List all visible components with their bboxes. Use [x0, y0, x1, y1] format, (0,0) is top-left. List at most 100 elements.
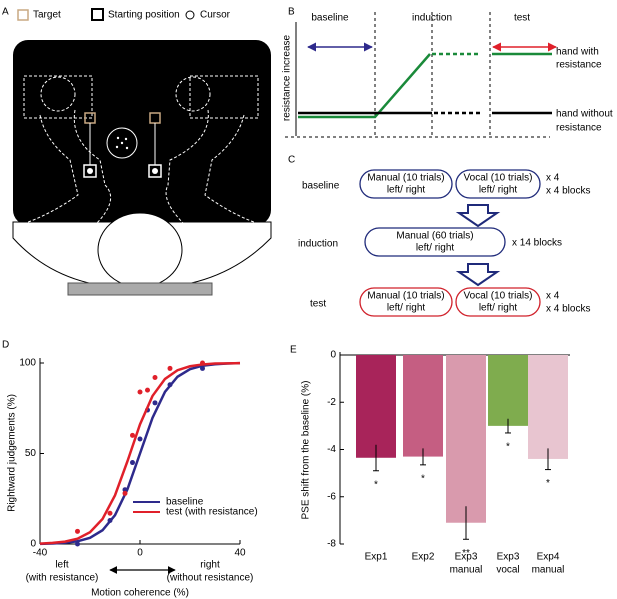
bar — [403, 355, 443, 457]
y-tick-label: -8 — [327, 539, 336, 550]
annotation: (without resistance) — [167, 573, 254, 584]
data-point — [137, 389, 143, 395]
y-axis-label: resistance increase — [282, 34, 293, 121]
left-arm — [19, 114, 79, 226]
box-text: left/ right — [387, 185, 426, 196]
data-point — [167, 382, 173, 388]
line-label: hand without — [556, 109, 613, 120]
dot — [116, 136, 120, 140]
data-point — [137, 436, 143, 442]
head — [97, 212, 183, 288]
bar — [528, 355, 568, 459]
y-tick-label: 100 — [19, 358, 36, 369]
right-arm-inner — [165, 109, 209, 226]
data-point — [152, 374, 158, 380]
data-point — [130, 460, 135, 466]
flow-arrow — [455, 263, 501, 287]
fit-curve — [39, 361, 241, 545]
cursor-icon — [185, 10, 195, 20]
data-point — [145, 387, 150, 393]
line-label: hand with — [556, 47, 599, 58]
y-tick-label: 0 — [330, 350, 336, 361]
significance: ** — [462, 548, 470, 559]
significance: * — [421, 473, 425, 484]
trial-box — [455, 169, 541, 199]
legend-label: baseline — [166, 497, 204, 508]
panel-label: E — [290, 345, 297, 356]
trial-box — [359, 169, 453, 199]
x-tick-label: Exp2 — [412, 552, 435, 563]
row-label: induction — [298, 239, 338, 250]
with-resistance-line — [298, 53, 431, 119]
row-label: test — [310, 299, 326, 310]
panel-label: C — [288, 155, 295, 166]
trial-box — [359, 287, 453, 317]
right-arm — [204, 114, 263, 226]
significance: * — [546, 478, 550, 489]
panel-label: B — [288, 7, 295, 18]
repeat-label: x 14 blocks — [512, 238, 562, 249]
row-label: baseline — [302, 181, 340, 192]
significance: * — [374, 479, 378, 490]
dot — [120, 141, 124, 145]
panel-a-drawing — [12, 8, 272, 296]
y-tick-label: 0 — [30, 539, 36, 550]
box-text: Vocal (10 trials) — [464, 173, 533, 184]
box-text: left/ right — [479, 303, 518, 314]
y-tick-label: -2 — [327, 397, 336, 408]
x-tick-label: Exp3 — [455, 552, 478, 563]
right-hand-ring — [175, 76, 211, 112]
line-label: resistance — [556, 60, 602, 71]
phase-label: baseline — [311, 13, 349, 24]
box-text: Manual (10 trials) — [367, 173, 444, 184]
x-tick-label: Exp4 — [537, 552, 560, 563]
arm-outlines — [19, 75, 263, 226]
x-tick-label: vocal — [496, 565, 519, 576]
data-point — [152, 400, 158, 406]
data-point — [75, 528, 80, 534]
x-tick-label: 40 — [234, 548, 246, 559]
y-tick-label: -4 — [327, 444, 336, 455]
y-axis-label: Rightward judgements (%) — [7, 394, 18, 512]
phase-label: test — [514, 13, 530, 24]
right-cursor — [152, 168, 158, 174]
trial-box — [455, 287, 541, 317]
x-tick-label: Exp3 — [497, 552, 520, 563]
dot — [124, 137, 128, 141]
y-tick-label: -6 — [327, 491, 336, 502]
repeat-label: x 4 — [546, 173, 560, 184]
bar — [356, 355, 396, 458]
x-tick-label: manual — [532, 565, 565, 576]
data-point — [122, 487, 128, 493]
legend-label: Cursor — [200, 10, 231, 21]
center-ring — [106, 127, 138, 159]
data-point — [130, 432, 135, 438]
box-text: left/ right — [416, 243, 455, 254]
box-text: left/ right — [387, 303, 426, 314]
table-edge — [67, 282, 213, 296]
bar — [446, 355, 486, 523]
legend-label: Target — [33, 10, 61, 21]
annotation: (with resistance) — [26, 573, 99, 584]
data-point — [122, 490, 128, 496]
annotation: right — [200, 560, 220, 571]
data-point — [167, 365, 173, 371]
dot — [125, 146, 129, 150]
repeat-label: x 4 blocks — [546, 304, 590, 315]
repeat-label: x 4 — [546, 291, 560, 302]
line-label: resistance — [556, 123, 602, 134]
legend-label: test (with resistance) — [166, 507, 258, 518]
panel-label: A — [2, 7, 9, 18]
box-text: Vocal (10 trials) — [464, 291, 533, 302]
panel-label: D — [2, 340, 9, 351]
left-arm-inner — [73, 109, 112, 226]
center-dots — [115, 136, 129, 150]
x-tick-label: 0 — [137, 548, 143, 559]
flow-arrow — [455, 204, 501, 228]
start-icon — [91, 8, 104, 21]
y-tick-label: 50 — [25, 448, 37, 459]
x-axis-label: Motion coherence (%) — [91, 588, 189, 599]
screen — [13, 40, 271, 225]
data-point — [107, 517, 113, 523]
